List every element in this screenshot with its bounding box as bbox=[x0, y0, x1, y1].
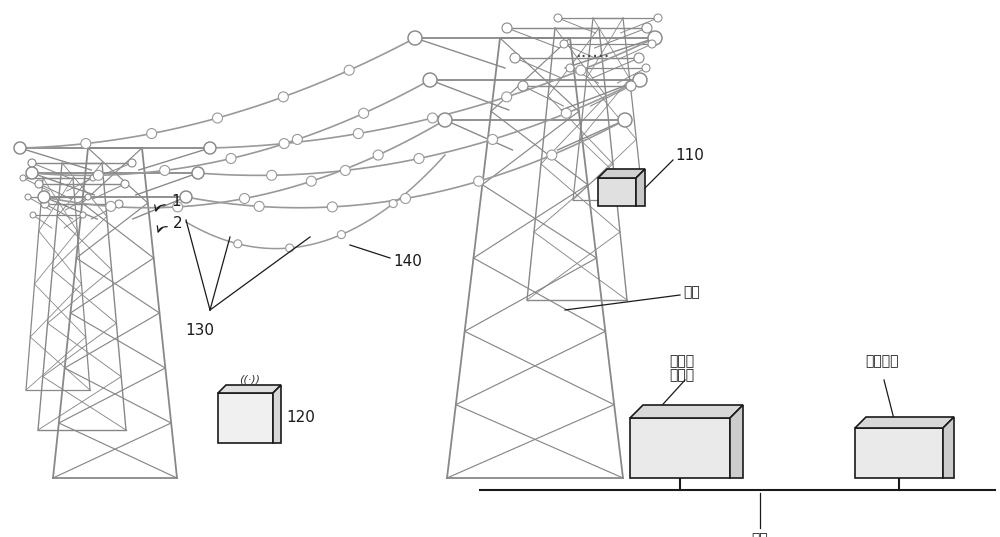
Circle shape bbox=[226, 154, 236, 163]
Circle shape bbox=[408, 31, 422, 45]
Circle shape bbox=[502, 92, 512, 102]
Circle shape bbox=[502, 23, 512, 33]
Circle shape bbox=[648, 31, 662, 45]
Text: 140: 140 bbox=[393, 253, 422, 268]
Circle shape bbox=[474, 176, 484, 186]
Circle shape bbox=[278, 92, 288, 102]
Circle shape bbox=[560, 40, 568, 48]
Circle shape bbox=[306, 176, 316, 186]
Polygon shape bbox=[273, 385, 281, 443]
Text: 供电电源: 供电电源 bbox=[865, 354, 899, 368]
Circle shape bbox=[14, 142, 26, 154]
Circle shape bbox=[423, 73, 437, 87]
Circle shape bbox=[633, 73, 647, 87]
Circle shape bbox=[30, 212, 36, 218]
Circle shape bbox=[340, 165, 350, 176]
Text: ......: ...... bbox=[575, 43, 609, 61]
Circle shape bbox=[267, 170, 277, 180]
Text: 120: 120 bbox=[286, 410, 315, 425]
Circle shape bbox=[41, 200, 49, 208]
Circle shape bbox=[28, 159, 36, 167]
Circle shape bbox=[547, 150, 557, 160]
Circle shape bbox=[488, 134, 498, 144]
Circle shape bbox=[121, 180, 129, 188]
Circle shape bbox=[35, 180, 43, 188]
Circle shape bbox=[180, 191, 192, 203]
Circle shape bbox=[173, 202, 183, 212]
Text: 电缆: 电缆 bbox=[752, 532, 768, 537]
Circle shape bbox=[80, 212, 86, 218]
Circle shape bbox=[634, 53, 644, 63]
Circle shape bbox=[286, 244, 294, 252]
Circle shape bbox=[90, 175, 96, 181]
Bar bbox=[598, 178, 636, 206]
Polygon shape bbox=[855, 417, 954, 428]
Circle shape bbox=[254, 201, 264, 212]
Circle shape bbox=[106, 201, 116, 212]
Circle shape bbox=[428, 113, 438, 123]
Circle shape bbox=[414, 154, 424, 163]
Text: 130: 130 bbox=[186, 323, 214, 338]
Circle shape bbox=[389, 200, 397, 208]
Circle shape bbox=[648, 40, 656, 48]
Polygon shape bbox=[636, 169, 645, 206]
Circle shape bbox=[115, 200, 123, 208]
Polygon shape bbox=[630, 405, 743, 418]
Circle shape bbox=[160, 165, 170, 176]
Bar bbox=[855, 428, 943, 478]
Circle shape bbox=[25, 194, 31, 200]
Circle shape bbox=[373, 150, 383, 160]
Circle shape bbox=[654, 14, 662, 22]
Polygon shape bbox=[730, 405, 743, 478]
Circle shape bbox=[566, 64, 574, 72]
Circle shape bbox=[240, 193, 250, 204]
Text: 110: 110 bbox=[675, 149, 704, 163]
Circle shape bbox=[359, 108, 369, 118]
Circle shape bbox=[279, 139, 289, 149]
Circle shape bbox=[518, 81, 528, 91]
Circle shape bbox=[85, 194, 91, 200]
Circle shape bbox=[510, 53, 520, 63]
Text: 发生器: 发生器 bbox=[669, 368, 695, 382]
Circle shape bbox=[327, 202, 337, 212]
Circle shape bbox=[234, 240, 242, 248]
Circle shape bbox=[192, 167, 204, 179]
Circle shape bbox=[400, 193, 411, 204]
Circle shape bbox=[344, 65, 354, 75]
Circle shape bbox=[337, 230, 345, 238]
Circle shape bbox=[292, 134, 302, 144]
Text: 1: 1 bbox=[171, 193, 181, 208]
Circle shape bbox=[353, 128, 363, 139]
Circle shape bbox=[128, 159, 136, 167]
Circle shape bbox=[38, 191, 50, 203]
Circle shape bbox=[618, 113, 632, 127]
Circle shape bbox=[642, 64, 650, 72]
Circle shape bbox=[576, 65, 586, 75]
Bar bbox=[630, 418, 730, 478]
Polygon shape bbox=[218, 385, 281, 393]
Circle shape bbox=[204, 142, 216, 154]
Polygon shape bbox=[598, 169, 645, 178]
Polygon shape bbox=[943, 417, 954, 478]
Circle shape bbox=[438, 113, 452, 127]
Circle shape bbox=[93, 170, 103, 180]
Circle shape bbox=[554, 14, 562, 22]
Bar bbox=[218, 393, 273, 443]
Circle shape bbox=[26, 167, 38, 179]
Circle shape bbox=[626, 81, 636, 91]
Circle shape bbox=[642, 23, 652, 33]
Circle shape bbox=[20, 175, 26, 181]
Circle shape bbox=[81, 139, 91, 149]
Text: ((·)): ((·)) bbox=[239, 374, 260, 384]
Text: 铜排: 铜排 bbox=[683, 285, 700, 299]
Circle shape bbox=[212, 113, 222, 123]
Text: 大电流: 大电流 bbox=[669, 354, 695, 368]
Circle shape bbox=[147, 128, 157, 139]
Circle shape bbox=[561, 108, 571, 118]
Text: 2: 2 bbox=[173, 215, 183, 230]
